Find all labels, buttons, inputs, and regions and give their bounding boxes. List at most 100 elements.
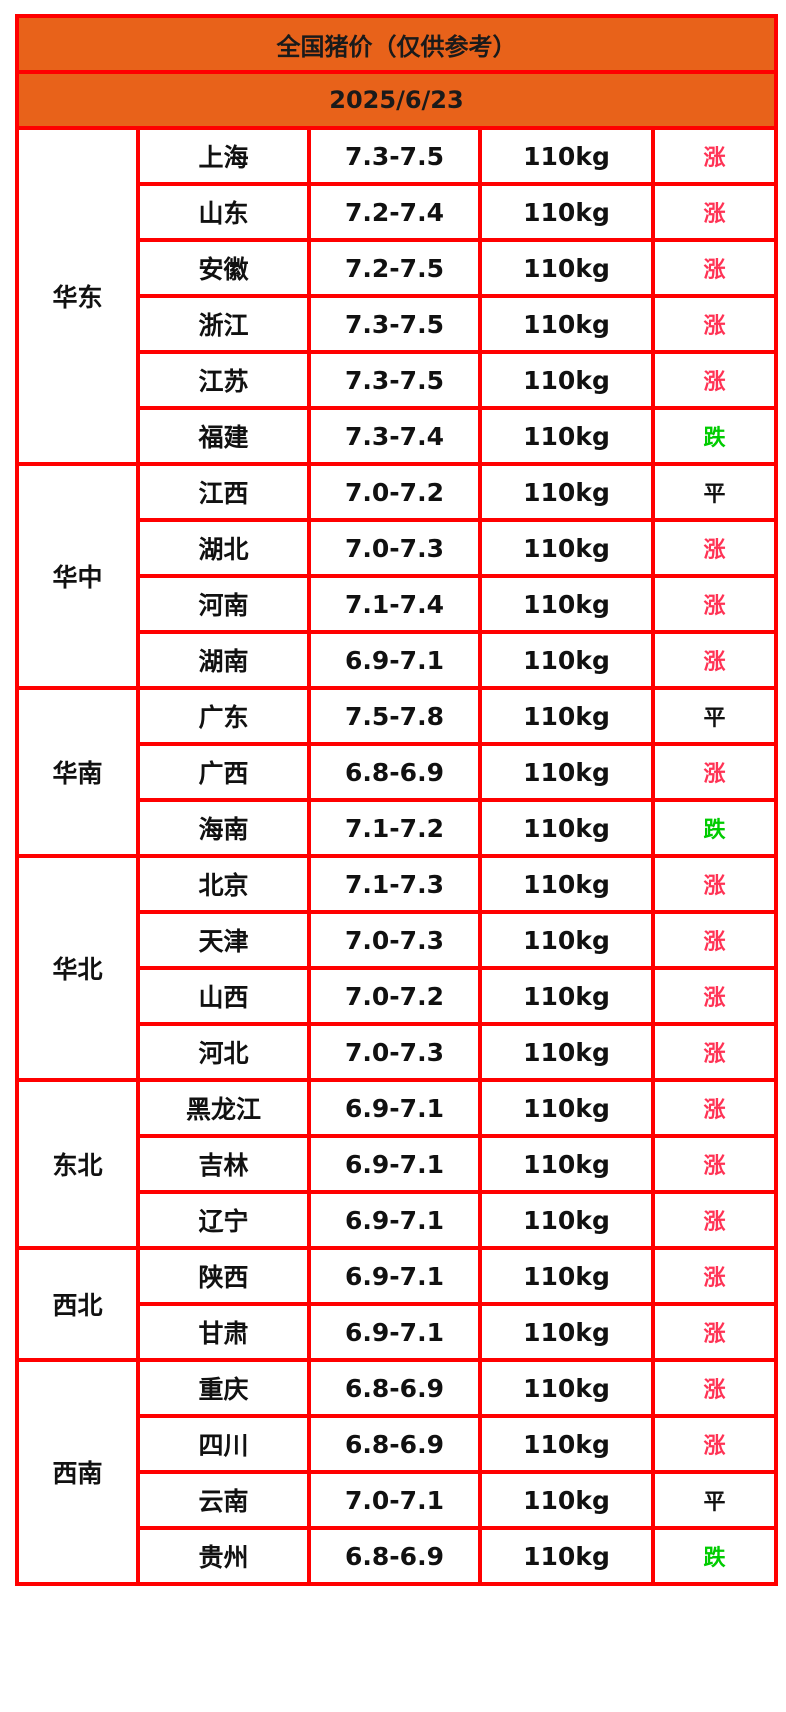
price-cell: 6.9-7.1 [307, 1190, 482, 1250]
weight-cell: 110kg [478, 1078, 655, 1138]
price-cell: 7.1-7.4 [307, 574, 482, 634]
price-cell: 7.0-7.2 [307, 462, 482, 522]
province-cell: 北京 [136, 854, 311, 914]
price-cell: 7.0-7.3 [307, 910, 482, 970]
price-cell: 7.3-7.5 [307, 126, 482, 186]
trend-cell: 跌 [650, 798, 779, 858]
region-cell: 华东 [15, 126, 140, 466]
weight-cell: 110kg [478, 462, 655, 522]
table-row: 海南 7.1-7.2 110kg 跌 [17, 798, 779, 858]
price-cell: 7.2-7.4 [307, 182, 482, 242]
weight-cell: 110kg [478, 1526, 655, 1586]
price-cell: 6.9-7.1 [307, 1246, 482, 1306]
weight-cell: 110kg [478, 854, 655, 914]
weight-cell: 110kg [478, 742, 655, 802]
price-cell: 7.3-7.5 [307, 350, 482, 410]
trend-cell: 平 [650, 462, 779, 522]
weight-cell: 110kg [478, 798, 655, 858]
table-row: 辽宁 6.9-7.1 110kg 涨 [17, 1190, 779, 1250]
weight-cell: 110kg [478, 350, 655, 410]
table-row: 华南 广东 7.5-7.8 110kg 平 [15, 686, 779, 858]
table-row: 湖北 7.0-7.3 110kg 涨 [17, 518, 779, 578]
weight-cell: 110kg [478, 1414, 655, 1474]
price-cell: 6.8-6.9 [307, 742, 482, 802]
trend-cell: 跌 [650, 1526, 779, 1586]
table-title: 全国猪价（仅供参考） [14, 14, 779, 74]
trend-cell: 涨 [650, 182, 779, 242]
table-row: 华东 上海 7.3-7.5 110kg 涨 [15, 126, 779, 466]
weight-cell: 110kg [478, 1134, 655, 1194]
table-row: 甘肃 6.9-7.1 110kg 涨 [17, 1302, 779, 1362]
province-cell: 上海 [136, 126, 311, 186]
province-cell: 广东 [136, 686, 311, 746]
price-cell: 6.9-7.1 [307, 630, 482, 690]
table-row: 湖南 6.9-7.1 110kg 涨 [17, 630, 779, 690]
province-cell: 河北 [136, 1022, 311, 1082]
table-row: 福建 7.3-7.4 110kg 跌 [17, 406, 779, 466]
price-cell: 6.8-6.9 [307, 1526, 482, 1586]
table-row: 西南 重庆 6.8-6.9 110kg 涨 [15, 1358, 779, 1586]
region-cell: 东北 [15, 1078, 140, 1250]
province-cell: 山东 [136, 182, 311, 242]
region-cell: 西北 [15, 1246, 140, 1362]
province-cell: 吉林 [136, 1134, 311, 1194]
province-cell: 海南 [136, 798, 311, 858]
weight-cell: 110kg [478, 406, 655, 466]
table-date: 2025/6/23 [14, 70, 779, 130]
price-cell: 6.9-7.1 [307, 1134, 482, 1194]
province-cell: 甘肃 [136, 1302, 311, 1362]
trend-cell: 涨 [650, 1022, 779, 1082]
province-cell: 辽宁 [136, 1190, 311, 1250]
weight-cell: 110kg [478, 966, 655, 1026]
trend-cell: 涨 [650, 1078, 779, 1138]
trend-cell: 涨 [650, 630, 779, 690]
region-cell: 华北 [15, 854, 140, 1082]
price-cell: 7.1-7.2 [307, 798, 482, 858]
table-row: 华中 江西 7.0-7.2 110kg 平 [15, 462, 779, 690]
price-cell: 7.3-7.5 [307, 294, 482, 354]
province-cell: 广西 [136, 742, 311, 802]
price-cell: 6.9-7.1 [307, 1078, 482, 1138]
province-cell: 福建 [136, 406, 311, 466]
province-cell: 云南 [136, 1470, 311, 1530]
table-row: 广西 6.8-6.9 110kg 涨 [17, 742, 779, 802]
province-cell: 浙江 [136, 294, 311, 354]
price-cell: 6.9-7.1 [307, 1302, 482, 1362]
price-cell: 7.0-7.1 [307, 1470, 482, 1530]
price-cell: 7.3-7.4 [307, 406, 482, 466]
weight-cell: 110kg [478, 1246, 655, 1306]
price-cell: 7.2-7.5 [307, 238, 482, 298]
table-row: 东北 黑龙江 6.9-7.1 110kg 涨 [15, 1078, 779, 1250]
region-cell: 华南 [15, 686, 140, 858]
table-row: 安徽 7.2-7.5 110kg 涨 [17, 238, 779, 298]
table-row: 西北 陕西 6.9-7.1 110kg 涨 [15, 1246, 779, 1362]
trend-cell: 涨 [650, 910, 779, 970]
table-row: 华北 北京 7.1-7.3 110kg 涨 [15, 854, 779, 1082]
region-cell: 华中 [15, 462, 140, 690]
province-cell: 江苏 [136, 350, 311, 410]
table-row: 天津 7.0-7.3 110kg 涨 [17, 910, 779, 970]
table-row: 山东 7.2-7.4 110kg 涨 [17, 182, 779, 242]
trend-cell: 涨 [650, 518, 779, 578]
trend-cell: 涨 [650, 350, 779, 410]
weight-cell: 110kg [478, 238, 655, 298]
table-row: 江苏 7.3-7.5 110kg 涨 [17, 350, 779, 410]
table-row: 吉林 6.9-7.1 110kg 涨 [17, 1134, 779, 1194]
weight-cell: 110kg [478, 910, 655, 970]
province-cell: 湖南 [136, 630, 311, 690]
weight-cell: 110kg [478, 630, 655, 690]
trend-cell: 平 [650, 1470, 779, 1530]
weight-cell: 110kg [478, 1190, 655, 1250]
province-cell: 重庆 [136, 1358, 311, 1418]
price-cell: 6.8-6.9 [307, 1358, 482, 1418]
weight-cell: 110kg [478, 1358, 655, 1418]
title-row: 全国猪价（仅供参考） [14, 14, 779, 74]
province-cell: 江西 [136, 462, 311, 522]
trend-cell: 涨 [650, 126, 779, 186]
weight-cell: 110kg [478, 686, 655, 746]
date-row: 2025/6/23 [14, 70, 779, 130]
trend-cell: 涨 [650, 742, 779, 802]
weight-cell: 110kg [478, 1022, 655, 1082]
price-cell: 7.1-7.3 [307, 854, 482, 914]
price-cell: 7.0-7.3 [307, 518, 482, 578]
